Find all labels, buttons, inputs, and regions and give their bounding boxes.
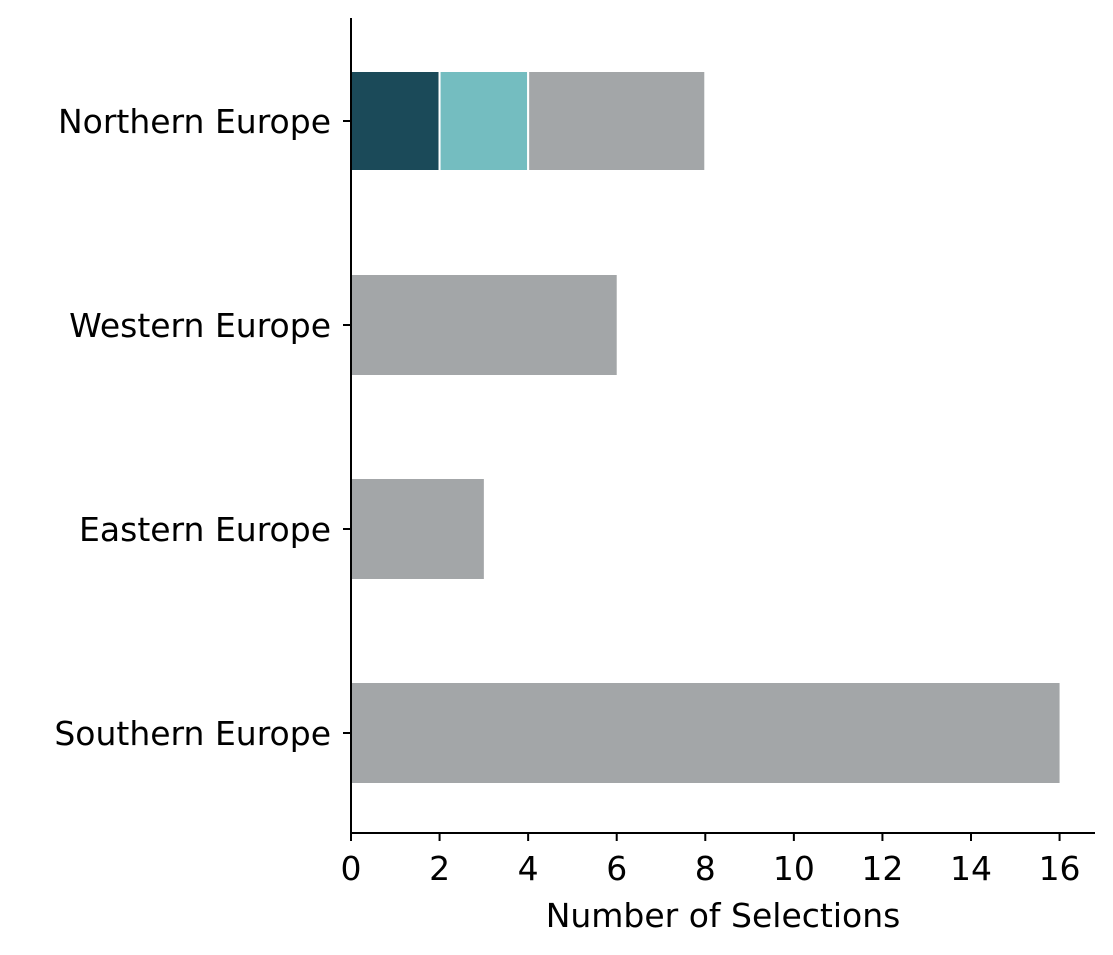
x-tick-label: 8 <box>695 849 716 888</box>
x-tick-label: 4 <box>518 849 539 888</box>
bar-segment <box>438 70 530 172</box>
y-tick-label: Southern Europe <box>54 714 331 753</box>
bars-group <box>350 70 1060 783</box>
x-tick-label: 16 <box>1039 849 1081 888</box>
x-axis-ticks: 0 2 4 6 8 10 12 14 16 <box>341 833 1081 888</box>
y-tick-label: Western Europe <box>69 306 331 345</box>
x-tick-label: 12 <box>861 849 903 888</box>
x-tick-label: 0 <box>341 849 362 888</box>
bar-segment <box>527 70 707 172</box>
y-tick-label: Eastern Europe <box>79 510 331 549</box>
x-tick-label: 10 <box>773 849 815 888</box>
bar-segment <box>350 70 441 172</box>
x-tick-label: 14 <box>950 849 992 888</box>
x-tick-label: 2 <box>429 849 450 888</box>
bar-segment <box>351 479 484 579</box>
y-tick-label: Northern Europe <box>58 102 331 141</box>
y-axis-ticks: Northern Europe Western Europe Eastern Eur… <box>54 102 351 753</box>
bar-segment <box>351 275 617 375</box>
x-axis-title: Number of Selections <box>546 896 901 935</box>
bar-segment <box>351 683 1060 783</box>
x-tick-label: 6 <box>606 849 627 888</box>
